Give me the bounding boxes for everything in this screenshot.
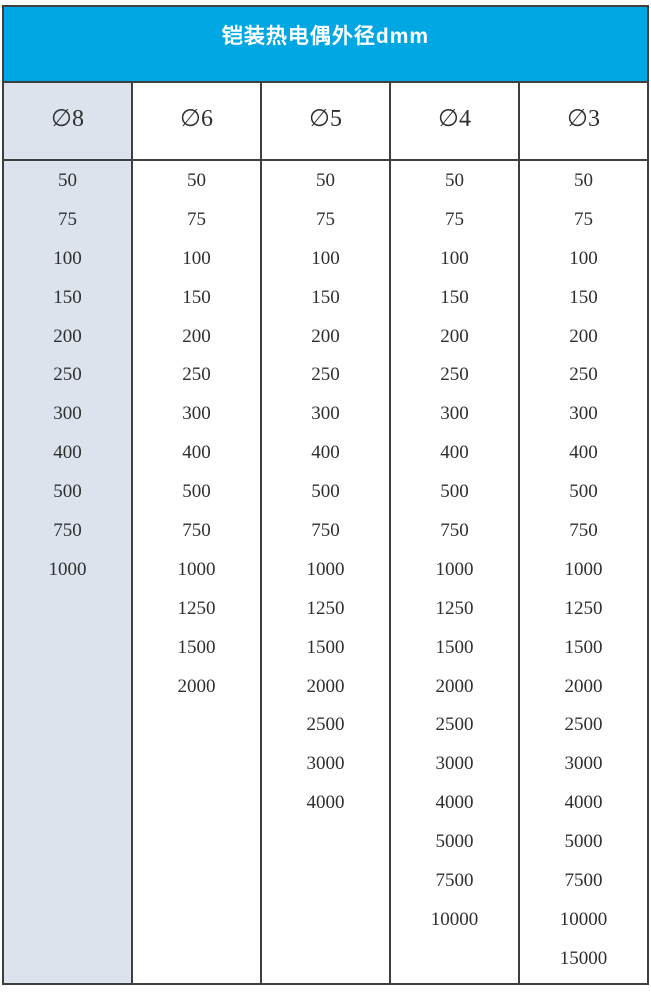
length-value: 150 xyxy=(53,286,82,308)
spec-table: 铠装热电偶外径dmm ∅8 ∅6 ∅5 ∅4 ∅3 50 75 100 150 200 250 30… xyxy=(2,5,649,985)
length-value: 3000 xyxy=(564,753,603,775)
column-values-4: 50 75 100 150 200 250 300 400 500 750 1000 1250 1500… xyxy=(391,161,520,983)
length-value: 7500 xyxy=(564,870,603,892)
length-value: 500 xyxy=(311,481,340,503)
length-value: 50 xyxy=(187,170,206,191)
length-value: 200 xyxy=(440,325,469,347)
length-value: 50 xyxy=(574,170,593,191)
length-value: 1000 xyxy=(306,558,345,580)
length-value: 100 xyxy=(569,247,598,269)
length-value: 2000 xyxy=(564,675,603,697)
length-value: 1250 xyxy=(435,597,474,619)
length-value: 50 xyxy=(316,170,335,191)
length-value: 75 xyxy=(187,208,206,230)
length-value: 2000 xyxy=(435,675,474,697)
length-value: 2000 xyxy=(177,675,216,697)
length-value: 1500 xyxy=(564,636,603,658)
length-value: 5000 xyxy=(435,831,474,853)
length-value: 1250 xyxy=(564,597,603,619)
length-value: 100 xyxy=(53,247,82,269)
length-value: 10000 xyxy=(430,908,479,930)
length-value: 2500 xyxy=(435,714,474,736)
length-value: 4000 xyxy=(564,792,603,814)
length-value: 15000 xyxy=(559,947,608,969)
length-value: 200 xyxy=(182,325,211,347)
column-values-2: 50 75 100 150 200 250 300 400 500 750 1000 1250 1500… xyxy=(133,161,262,983)
column-header-3: ∅5 xyxy=(262,83,391,159)
length-value: 150 xyxy=(182,286,211,308)
length-value: 1500 xyxy=(435,636,474,658)
table-body-row: 50 75 100 150 200 250 300 400 500 750 1000 50 75 100 1… xyxy=(4,161,647,983)
column-values-1: 50 75 100 150 200 250 300 400 500 750 1000 xyxy=(4,161,133,983)
length-value: 50 xyxy=(58,170,77,191)
table-header-row: ∅8 ∅6 ∅5 ∅4 ∅3 xyxy=(4,83,647,161)
length-value: 1250 xyxy=(177,597,216,619)
length-value: 75 xyxy=(316,208,335,230)
length-value: 75 xyxy=(58,208,77,230)
length-value: 2000 xyxy=(306,675,345,697)
length-value: 150 xyxy=(440,286,469,308)
length-value: 100 xyxy=(440,247,469,269)
column-header-2: ∅6 xyxy=(133,83,262,159)
length-value: 5000 xyxy=(564,831,603,853)
length-value: 500 xyxy=(440,481,469,503)
length-value: 250 xyxy=(182,364,211,386)
length-value: 250 xyxy=(53,364,82,386)
length-value: 500 xyxy=(182,481,211,503)
length-value: 300 xyxy=(569,403,598,425)
length-value: 3000 xyxy=(435,753,474,775)
length-value: 2500 xyxy=(564,714,603,736)
length-value: 1000 xyxy=(435,558,474,580)
table-title: 铠装热电偶外径dmm xyxy=(4,7,647,83)
column-header-5: ∅3 xyxy=(520,83,647,159)
length-value: 1000 xyxy=(48,558,87,580)
length-value: 500 xyxy=(569,481,598,503)
length-value: 250 xyxy=(569,364,598,386)
length-value: 400 xyxy=(311,442,340,464)
length-value: 200 xyxy=(53,325,82,347)
length-value: 75 xyxy=(574,208,593,230)
length-value: 400 xyxy=(569,442,598,464)
length-value: 2500 xyxy=(306,714,345,736)
column-values-5: 50 75 100 150 200 250 300 400 500 750 1000 1250 1500… xyxy=(520,161,647,983)
length-value: 10000 xyxy=(559,908,608,930)
length-value: 1500 xyxy=(306,636,345,658)
length-value: 300 xyxy=(311,403,340,425)
length-value: 750 xyxy=(182,520,211,542)
length-value: 750 xyxy=(311,520,340,542)
length-value: 400 xyxy=(182,442,211,464)
length-value: 200 xyxy=(569,325,598,347)
column-header-1: ∅8 xyxy=(4,83,133,159)
length-value: 4000 xyxy=(306,792,345,814)
length-value: 1000 xyxy=(564,558,603,580)
length-value: 300 xyxy=(182,403,211,425)
length-value: 300 xyxy=(440,403,469,425)
length-value: 100 xyxy=(182,247,211,269)
column-header-4: ∅4 xyxy=(391,83,520,159)
length-value: 200 xyxy=(311,325,340,347)
length-value: 1000 xyxy=(177,558,216,580)
length-value: 1250 xyxy=(306,597,345,619)
length-value: 300 xyxy=(53,403,82,425)
length-value: 4000 xyxy=(435,792,474,814)
length-value: 400 xyxy=(440,442,469,464)
length-value: 7500 xyxy=(435,870,474,892)
length-value: 500 xyxy=(53,481,82,503)
length-value: 250 xyxy=(440,364,469,386)
length-value: 150 xyxy=(311,286,340,308)
column-values-3: 50 75 100 150 200 250 300 400 500 750 1000 1250 1500… xyxy=(262,161,391,983)
length-value: 100 xyxy=(311,247,340,269)
length-value: 75 xyxy=(445,208,464,230)
length-value: 250 xyxy=(311,364,340,386)
length-value: 400 xyxy=(53,442,82,464)
length-value: 150 xyxy=(569,286,598,308)
length-value: 750 xyxy=(440,520,469,542)
length-value: 3000 xyxy=(306,753,345,775)
length-value: 750 xyxy=(53,520,82,542)
length-value: 750 xyxy=(569,520,598,542)
length-value: 1500 xyxy=(177,636,216,658)
length-value: 50 xyxy=(445,170,464,191)
